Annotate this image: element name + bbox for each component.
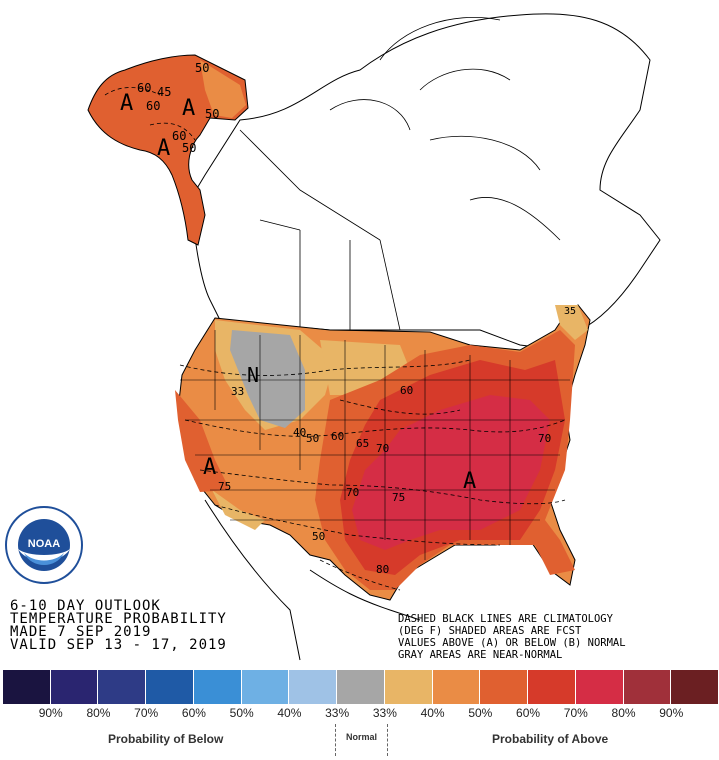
title-line-2: TEMPERATURE PROBABILITY — [10, 611, 227, 627]
svg-text:50: 50 — [205, 107, 219, 121]
note-line-1: DASHED BLACK LINES ARE CLIMATOLOGY — [398, 613, 613, 625]
svg-text:50: 50 — [195, 61, 209, 75]
svg-text:NOAA: NOAA — [28, 538, 60, 550]
legend-swatch — [146, 670, 194, 704]
legend-swatch — [3, 670, 51, 704]
map-notes: DASHED BLACK LINES ARE CLIMATOLOGY (DEG … — [398, 613, 626, 661]
svg-text:60: 60 — [137, 81, 151, 95]
title-line-4: VALID SEP 13 - 17, 2019 — [10, 637, 227, 653]
svg-text:75: 75 — [218, 480, 231, 493]
legend-percent-labels: 90% 80% 70% 60% 50% 40% 33% 33% 40% 50% 60% 70% 80% 9… — [3, 706, 719, 720]
svg-text:65: 65 — [356, 437, 369, 450]
svg-text:35: 35 — [564, 306, 576, 317]
mexico-outline — [204, 499, 421, 661]
legend-swatch — [98, 670, 147, 704]
svg-text:75: 75 — [392, 491, 405, 504]
svg-text:50: 50 — [312, 530, 325, 543]
legend-percent: 33% — [372, 706, 397, 720]
alaska-a1: A — [120, 91, 133, 116]
conus-east-a: A — [463, 469, 476, 494]
legend-percent: 80% — [86, 706, 111, 720]
legend-divider-left — [335, 724, 336, 756]
near-normal-region — [230, 330, 305, 428]
legend-swatch — [528, 670, 576, 704]
svg-text:50: 50 — [182, 141, 196, 155]
normal-label: Normal — [346, 732, 378, 742]
svg-text:60: 60 — [172, 129, 186, 143]
probability-legend — [3, 670, 719, 706]
legend-percent: 90% — [659, 706, 684, 720]
alaska-a3: A — [157, 136, 170, 161]
outlook-title: 6-10 DAY OUTLOOK TEMPERATURE PROBABILITY… — [10, 598, 227, 653]
svg-text:60: 60 — [331, 430, 344, 443]
legend-swatch — [193, 670, 242, 704]
legend-swatch — [480, 670, 529, 704]
legend-percent: 40% — [277, 706, 302, 720]
svg-text:40: 40 — [293, 426, 306, 439]
svg-text:50: 50 — [306, 432, 319, 445]
legend-swatch — [671, 670, 719, 704]
above-label: Probability of Above — [492, 732, 609, 746]
svg-text:70: 70 — [346, 486, 359, 499]
legend-swatch — [623, 670, 672, 704]
svg-text:33: 33 — [231, 385, 244, 398]
legend-percent: 80% — [611, 706, 636, 720]
alaska-a2: A — [182, 96, 195, 121]
noaa-logo: NOAA — [5, 506, 83, 584]
alaska-region — [87, 54, 249, 246]
note-line-4: GRAY AREAS ARE NEAR-NORMAL — [398, 649, 563, 661]
legend-divider-right — [387, 724, 388, 756]
legend-swatch — [384, 670, 433, 704]
svg-text:70: 70 — [538, 432, 551, 445]
below-label: Probability of Below — [108, 732, 224, 746]
title-line-1: 6-10 DAY OUTLOOK — [10, 598, 161, 614]
legend-percent: 50% — [229, 706, 254, 720]
legend-swatch — [337, 670, 385, 704]
above-core-region — [352, 395, 550, 550]
legend-percent: 50% — [468, 706, 493, 720]
legend-percent: 33% — [325, 706, 350, 720]
legend-percent: 40% — [420, 706, 445, 720]
legend-percent: 90% — [38, 706, 63, 720]
legend-swatch — [575, 670, 624, 704]
legend-swatch — [241, 670, 290, 704]
note-line-2: (DEG F) SHADED AREAS ARE FCST — [398, 625, 582, 637]
legend-percent: 60% — [516, 706, 541, 720]
svg-text:70: 70 — [376, 442, 389, 455]
normal-n: N — [247, 363, 259, 387]
legend-percent: 70% — [134, 706, 159, 720]
note-line-3: VALUES ABOVE (A) OR BELOW (B) NORMAL — [398, 637, 626, 649]
svg-text:45: 45 — [157, 85, 171, 99]
svg-text:80: 80 — [376, 563, 389, 576]
legend-percent: 60% — [181, 706, 206, 720]
legend-swatch — [50, 670, 99, 704]
legend-swatch — [289, 670, 338, 704]
canada-outline — [189, 13, 661, 351]
legend-percent: 70% — [563, 706, 588, 720]
legend-swatch — [432, 670, 481, 704]
outlook-map: A A A 60 45 50 60 50 60 50 A A N 33 40 5… — [87, 13, 661, 661]
conus-west-a: A — [203, 455, 216, 480]
svg-text:60: 60 — [400, 384, 413, 397]
title-line-3: MADE 7 SEP 2019 — [10, 624, 152, 640]
svg-text:60: 60 — [146, 99, 160, 113]
